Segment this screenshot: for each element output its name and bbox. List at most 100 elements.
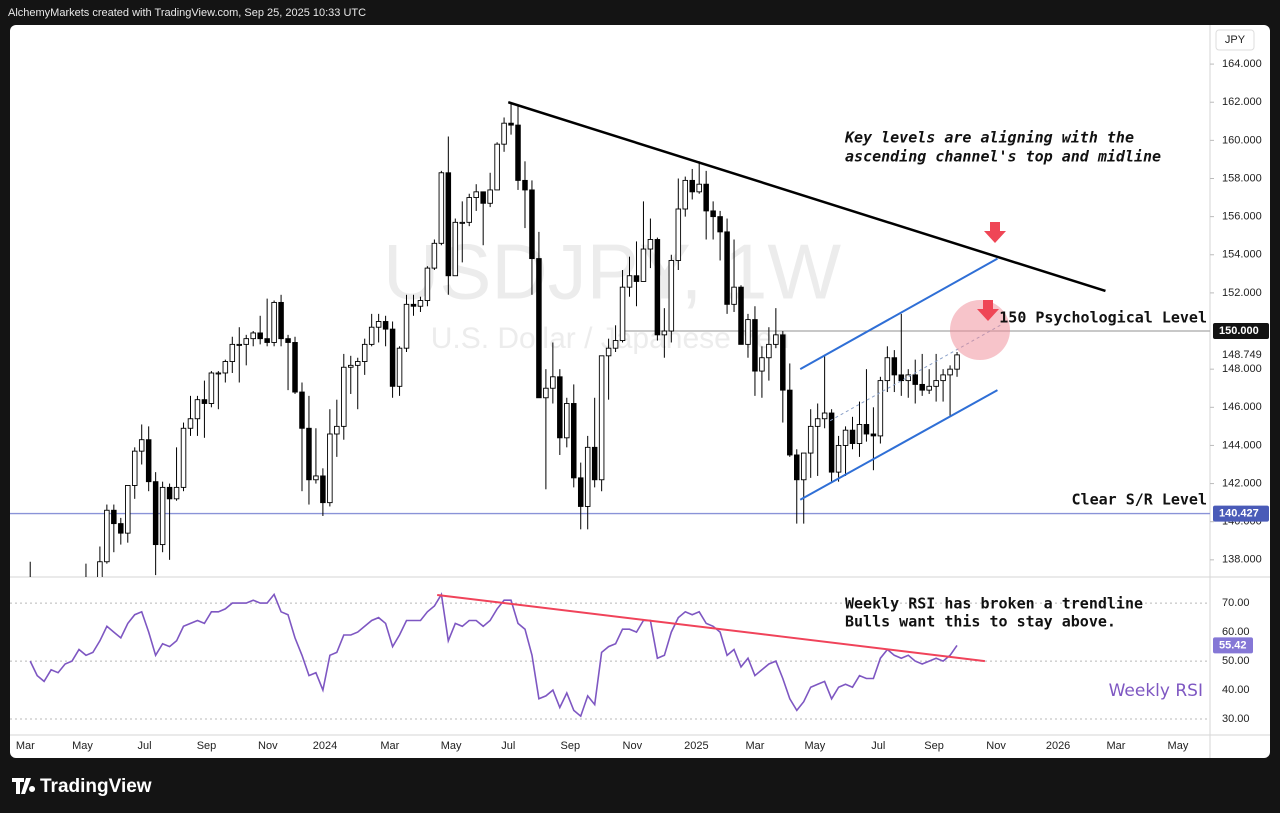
candle-body xyxy=(870,433,877,437)
candle-body xyxy=(111,509,117,525)
x-tick-label: Mar xyxy=(16,740,35,752)
candle-body xyxy=(898,374,905,382)
trendline xyxy=(507,101,1106,293)
candle-body xyxy=(731,286,737,305)
candle-body xyxy=(187,418,194,429)
candle-body xyxy=(821,412,828,420)
candle-body xyxy=(354,361,361,366)
candle-body xyxy=(515,124,521,181)
level-box xyxy=(1213,323,1269,340)
candle-body xyxy=(717,216,723,233)
chart-panel xyxy=(10,25,1270,758)
candle-body xyxy=(494,143,500,191)
candle-body xyxy=(431,242,438,269)
candle-body xyxy=(201,399,208,404)
candle-body xyxy=(940,374,946,382)
candle-body xyxy=(348,364,354,368)
candle-body xyxy=(466,197,472,223)
candle-body xyxy=(361,343,368,362)
candle-body xyxy=(403,303,410,349)
x-tick-label: May xyxy=(441,740,462,752)
watermark-symbol: USDJPY, 1W xyxy=(383,228,841,316)
candle-body xyxy=(125,485,131,534)
candle-body xyxy=(313,475,319,481)
candle-body xyxy=(529,189,535,260)
candle-body xyxy=(598,355,605,481)
y-tick-label: 158.000 xyxy=(1222,172,1262,184)
candle-body xyxy=(508,122,514,126)
candle-body xyxy=(229,343,236,362)
candle-body xyxy=(877,380,884,437)
candle-body xyxy=(501,122,507,145)
candle-body xyxy=(654,239,661,336)
candle-body xyxy=(557,376,563,439)
candle-body xyxy=(675,208,682,261)
candle-body xyxy=(947,368,953,376)
candle-body xyxy=(571,403,577,479)
candle-body xyxy=(264,338,270,343)
candle-body xyxy=(104,509,110,563)
level-box xyxy=(1213,505,1269,522)
annotation: ascending channel's top and midline xyxy=(845,148,1161,166)
candle-body xyxy=(459,221,466,224)
y2-tick-label: 60.00 xyxy=(1222,626,1250,638)
candle-body xyxy=(842,429,849,446)
y-tick-label: 154.000 xyxy=(1222,249,1262,261)
candle-body xyxy=(591,446,598,481)
candle-body xyxy=(152,481,159,546)
candle-body xyxy=(752,319,758,372)
candle-body xyxy=(696,183,702,193)
currency-box xyxy=(1215,29,1255,51)
x-tick-label: Mar xyxy=(745,740,764,752)
candle-body xyxy=(828,412,835,473)
y-tick-label: 148.000 xyxy=(1222,363,1262,375)
candle-body xyxy=(849,429,856,444)
candle-body xyxy=(543,387,549,399)
candle-body xyxy=(215,372,222,375)
y-tick-label: 138.000 xyxy=(1222,554,1262,566)
x-tick-label: Jul xyxy=(871,740,885,752)
candle-body xyxy=(257,332,263,340)
candle-body xyxy=(800,452,807,481)
candle-body xyxy=(668,260,675,332)
candle-body xyxy=(814,418,821,427)
candle-body xyxy=(745,319,751,345)
level-label: 150.000 xyxy=(1219,325,1259,337)
x-tick-label: May xyxy=(804,740,825,752)
x-tick-label: Mar xyxy=(1106,740,1125,752)
candle-body xyxy=(180,427,187,488)
candle-body xyxy=(145,439,152,483)
candle-body xyxy=(682,179,689,210)
candle-body xyxy=(912,374,918,385)
candle-body xyxy=(619,286,626,342)
candle-body xyxy=(208,372,215,404)
candle-body xyxy=(759,357,765,372)
candle-body xyxy=(327,433,333,504)
candle-body xyxy=(341,366,347,427)
brand: TradingView xyxy=(40,776,152,797)
candle-body xyxy=(633,275,640,282)
candle-body xyxy=(626,275,633,288)
candle-body xyxy=(306,427,312,481)
candle-body xyxy=(438,172,445,244)
candle-body xyxy=(368,326,375,345)
x-tick-label: Nov xyxy=(986,740,1006,752)
x-tick-label: Jul xyxy=(501,740,515,752)
candle-body xyxy=(487,189,493,204)
x-tick-label: Sep xyxy=(560,740,580,752)
trendline xyxy=(799,257,998,371)
candle-body xyxy=(536,258,542,399)
candle-body xyxy=(856,424,863,444)
candle-body xyxy=(250,332,256,340)
candle-body xyxy=(863,424,870,435)
level-label: 140.427 xyxy=(1219,507,1259,519)
candle-body xyxy=(320,475,326,504)
candle-body xyxy=(222,361,229,374)
x-tick-label: Mar xyxy=(380,740,399,752)
candle-body xyxy=(417,300,424,307)
annotation: Key levels are aligning with the xyxy=(844,129,1134,147)
header: AlchemyMarkets created with TradingView.… xyxy=(8,7,366,19)
candle-body xyxy=(773,334,779,345)
candle-body xyxy=(647,239,654,250)
